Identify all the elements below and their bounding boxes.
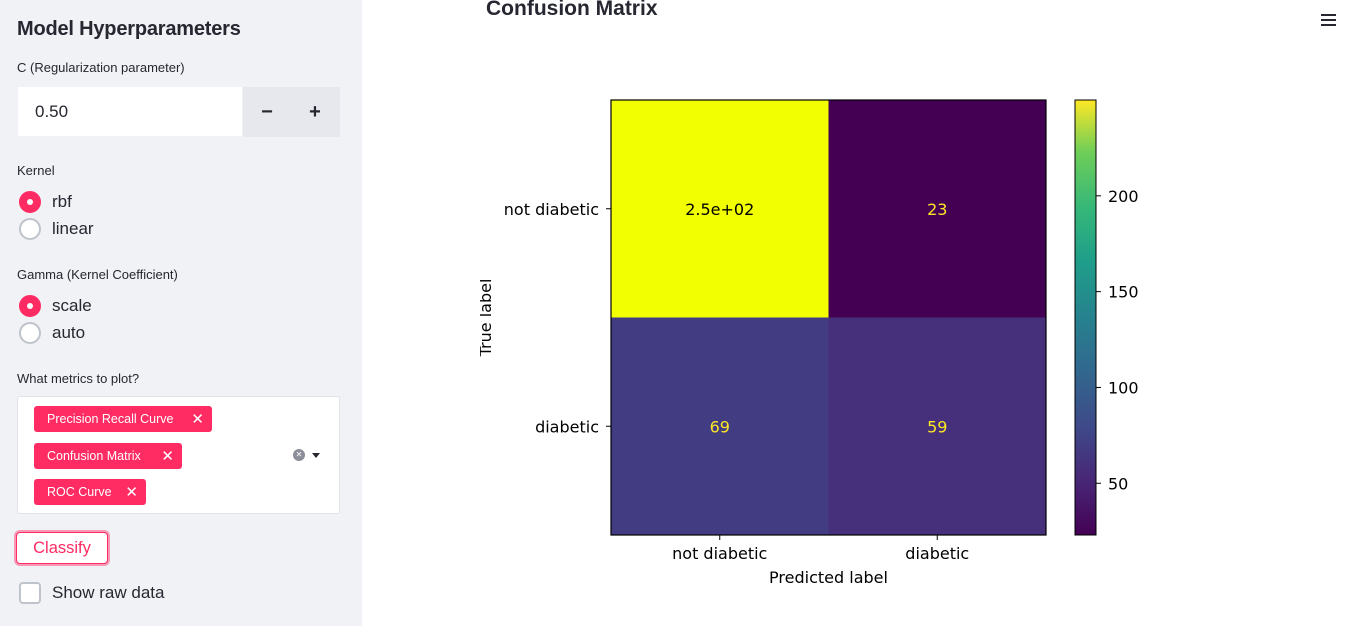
cell-value-label: 23 xyxy=(927,200,947,219)
metric-tag: ROC Curve ✕ xyxy=(34,479,146,505)
y-tick-label: diabetic xyxy=(535,417,599,436)
metric-tag: Precision Recall Curve ✕ xyxy=(34,406,212,432)
c-param-number-input: − + xyxy=(17,86,340,138)
hamburger-icon[interactable] xyxy=(1316,12,1340,36)
radio-unselected-icon[interactable] xyxy=(19,218,41,240)
sidebar-title: Model Hyperparameters xyxy=(17,18,241,40)
x-axis-label: Predicted label xyxy=(769,568,888,587)
sidebar: Model Hyperparameters C (Regularization … xyxy=(0,0,362,626)
show-raw-data-checkbox[interactable]: Show raw data xyxy=(19,582,164,604)
c-param-stepper: − + xyxy=(243,87,340,137)
kernel-option-label: linear xyxy=(52,219,94,238)
gamma-label: Gamma (Kernel Coefficient) xyxy=(17,267,178,282)
heatmap-cell xyxy=(828,100,1046,318)
metric-tag-label: ROC Curve xyxy=(47,485,112,499)
x-tick-label: not diabetic xyxy=(672,544,767,563)
radio-selected-icon[interactable] xyxy=(19,191,41,213)
checkbox-icon[interactable] xyxy=(19,582,41,604)
x-tick-label: diabetic xyxy=(905,544,969,563)
remove-tag-icon[interactable]: ✕ xyxy=(125,484,138,501)
c-param-field[interactable] xyxy=(18,87,242,136)
metric-tag-label: Confusion Matrix xyxy=(47,449,141,463)
cell-value-label: 2.5e+02 xyxy=(685,200,754,219)
kernel-option-linear[interactable]: linear xyxy=(19,217,94,241)
y-tick-label: not diabetic xyxy=(504,200,599,219)
heatmap-cell xyxy=(828,317,1046,535)
metrics-multiselect[interactable]: Precision Recall Curve ✕ Confusion Matri… xyxy=(17,396,340,514)
show-raw-data-label: Show raw data xyxy=(52,583,165,602)
c-param-label: C (Regularization parameter) xyxy=(17,60,185,75)
axis-ticks: not diabetic diabetic not diabetic diabetic xyxy=(504,200,969,563)
heatmap-cell xyxy=(611,100,829,318)
radio-selected-icon[interactable] xyxy=(19,295,41,317)
clear-all-icon[interactable]: ✕ xyxy=(293,449,305,461)
heatmap-cells xyxy=(611,100,1046,535)
colorbar-tick-label: 50 xyxy=(1108,474,1128,493)
colorbar-tick-label: 150 xyxy=(1108,283,1139,302)
kernel-option-label: rbf xyxy=(52,192,72,211)
cell-value-label: 59 xyxy=(927,417,947,436)
gamma-option-label: scale xyxy=(52,296,92,315)
gamma-option-label: auto xyxy=(52,323,86,342)
colorbar xyxy=(1074,99,1097,536)
remove-tag-icon[interactable]: ✕ xyxy=(191,411,204,428)
kernel-option-rbf[interactable]: rbf xyxy=(19,190,72,214)
kernel-label: Kernel xyxy=(17,163,55,178)
decrement-button[interactable]: − xyxy=(261,100,273,123)
metrics-label: What metrics to plot? xyxy=(17,371,140,386)
radio-unselected-icon[interactable] xyxy=(19,322,41,344)
remove-tag-icon[interactable]: ✕ xyxy=(161,448,174,465)
colorbar-tick-label: 200 xyxy=(1108,187,1139,206)
metric-tag-label: Precision Recall Curve xyxy=(47,412,174,426)
colorbar-ticks: 50 100 150 200 xyxy=(1096,187,1139,493)
gamma-option-scale[interactable]: scale xyxy=(19,294,92,318)
y-axis-label: True label xyxy=(480,279,495,358)
chevron-down-icon[interactable] xyxy=(312,453,320,458)
cell-value-label: 69 xyxy=(710,417,730,436)
cell-labels: 2.5e+02 23 69 59 xyxy=(685,200,947,437)
gamma-option-auto[interactable]: auto xyxy=(19,321,85,345)
plot-frame xyxy=(610,99,1047,536)
heatmap-cell xyxy=(611,317,829,535)
metric-tag: Confusion Matrix ✕ xyxy=(34,443,182,469)
increment-button[interactable]: + xyxy=(309,100,321,123)
page-title: Confusion Matrix xyxy=(486,0,658,20)
colorbar-tick-label: 100 xyxy=(1108,378,1139,397)
classify-button[interactable]: Classify xyxy=(16,532,108,564)
